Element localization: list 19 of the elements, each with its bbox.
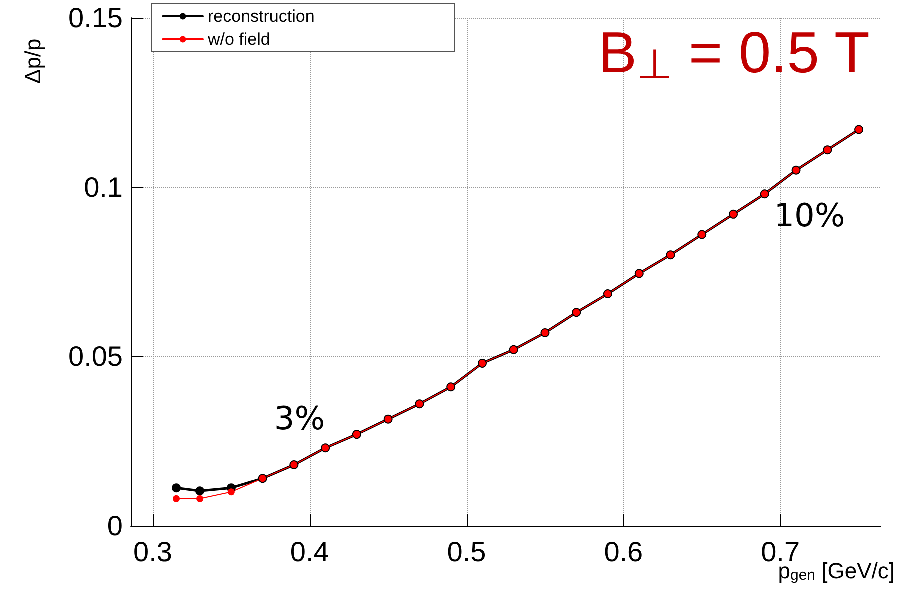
x-tick-label: 0.5 [447,536,486,568]
point [172,484,181,493]
y-tick-label: 0.15 [68,2,123,34]
y-axis-title: Δp/p [20,38,46,84]
annotation: B⊥ = 0.5 T [598,20,870,88]
y-tick-label: 0 [107,510,123,542]
point [228,488,235,496]
annotation: 3% [274,400,326,438]
legend-label: w/o field [207,30,270,49]
point [196,495,204,502]
legend-label: reconstruction [208,7,315,26]
y-tick-label: 0.1 [84,172,123,203]
annotation: 10% [774,196,846,234]
x-tick-label: 0.4 [290,536,330,568]
point [173,495,180,502]
point [196,486,205,496]
y-tick-label: 0.05 [68,341,123,372]
x-tick-label: 0.3 [134,536,172,568]
x-tick-label: 0.6 [604,536,644,568]
